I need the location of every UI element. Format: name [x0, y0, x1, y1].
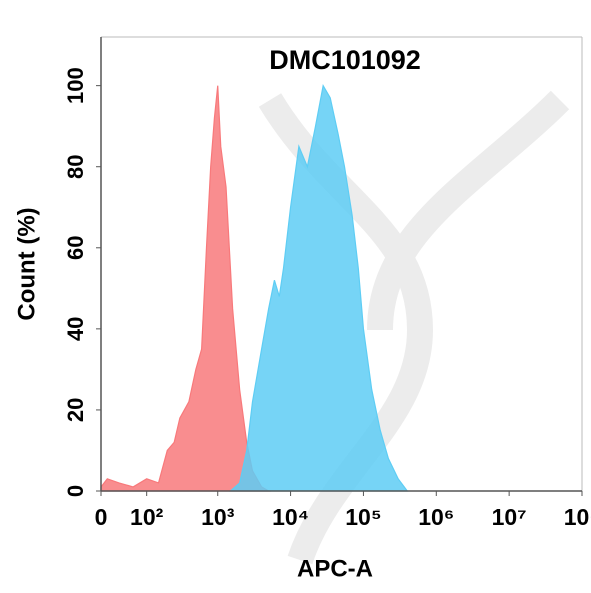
histogram-area — [228, 83, 409, 492]
x-tick-label: 10⁷ — [492, 504, 527, 530]
y-tick-label: 40 — [63, 317, 88, 341]
y-tick-label: 80 — [63, 154, 88, 178]
y-tick-label: 20 — [63, 398, 88, 422]
y-tick-label: 60 — [63, 236, 88, 260]
x-axis-label: APC-A — [297, 555, 373, 582]
x-tick-label: 0 — [95, 504, 108, 530]
histogram-area — [100, 85, 271, 492]
x-tick-label: 10³ — [201, 504, 235, 530]
x-tick-label: 10⁶ — [418, 504, 454, 530]
chart-title: DMC101092 — [269, 45, 421, 75]
x-tick-label: 10⁵ — [345, 504, 381, 530]
watermark-curve — [367, 90, 570, 331]
y-tick-label: 100 — [63, 67, 88, 104]
x-tick-label: 10⁴ — [272, 504, 309, 530]
y-axis-label: Count (%) — [13, 207, 40, 320]
x-tick-label: 10⁸ — [564, 504, 591, 530]
y-tick-label: 0 — [63, 485, 88, 497]
x-tick-label: 10² — [130, 504, 164, 530]
